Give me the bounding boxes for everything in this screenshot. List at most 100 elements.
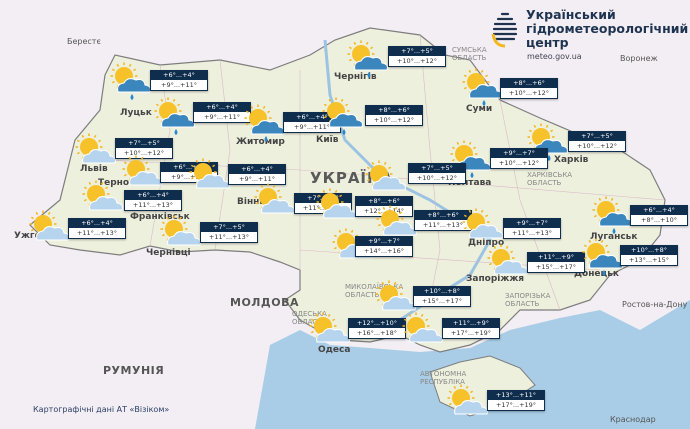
day-temperature: +10°...+12° — [388, 56, 446, 67]
night-temperature: +6°...+4° — [630, 205, 688, 215]
day-temperature: +13°...+15° — [620, 255, 678, 266]
temperature-box: +12°...+10° +16°...+18° — [348, 318, 406, 339]
label-kharkiv-oblast: ХАРКІВСЬКА ОБЛАСТЬ — [527, 171, 573, 187]
city-sumy: Суми — [466, 104, 493, 114]
map-credit: Картографічні дані АТ «Візіком» — [33, 405, 170, 414]
temperature-box: +9°...+7° +11°...+13° — [503, 218, 561, 239]
night-temperature: +6°...+4° — [150, 70, 208, 80]
night-temperature: +11°...+9° — [442, 318, 500, 328]
label-odesa-oblast: ОДЕСЬКА ОБЛАСТЬ — [292, 310, 327, 326]
city-vinnytsia: Вінниця — [237, 197, 279, 207]
night-temperature: +7°...+5° — [200, 222, 258, 232]
night-temperature: +6°...+4° — [124, 190, 182, 200]
label-mykolaiv-oblast: МИКОЛАЇВСЬКА ОБЛАСТЬ — [345, 283, 404, 299]
city-lviv: Львів — [80, 164, 108, 174]
night-temperature: +13°...+11° — [487, 390, 545, 400]
logo-title-line: Український — [526, 7, 616, 22]
night-temperature: +10°...+8° — [413, 286, 471, 296]
night-temperature: +12°...+10° — [348, 318, 406, 328]
azov-sea — [520, 312, 620, 362]
city-ivano-frankivsk: Франківськ — [130, 212, 190, 222]
label-zaporizhzhia-oblast: ЗАПОРІЗЬКА ОБЛАСТЬ — [505, 292, 551, 308]
day-temperature: +10°...+12° — [408, 173, 466, 184]
partly-cloudy-icon — [252, 183, 298, 223]
temperature-box: +9°...+7° +10°...+12° — [490, 148, 548, 169]
temperature-box: +9°...+7° +14°...+16° — [355, 236, 413, 257]
partly-cloudy-rain-icon — [590, 196, 636, 236]
partly-cloudy-rain-icon — [242, 104, 288, 144]
temperature-box: +7°...+5° +10°...+12° — [408, 163, 466, 184]
day-temperature: +16°...+18° — [348, 328, 406, 339]
temperature-box: +10°...+8° +15°...+17° — [413, 286, 471, 307]
day-temperature: +17°...+19° — [487, 400, 545, 411]
night-temperature: +6°...+4° — [193, 102, 251, 112]
label-krasnodar: Краснодар — [610, 415, 656, 424]
night-temperature: +9°...+7° — [355, 236, 413, 246]
partly-cloudy-icon — [187, 158, 233, 198]
day-temperature: +9°...+11° — [150, 80, 208, 91]
city-donetsk: Донецьк — [574, 269, 619, 279]
logo-url[interactable]: meteo.gov.ua — [527, 52, 582, 61]
night-temperature: +6°...+4° — [160, 162, 218, 172]
temperature-box: +7°...+5° +10°...+12° — [388, 46, 446, 67]
day-temperature: +10°...+12° — [490, 158, 548, 169]
day-temperature: +15°...+17° — [413, 296, 471, 307]
night-temperature: +8°...+6° — [365, 105, 423, 115]
city-kyiv: Київ — [316, 135, 339, 145]
temperature-box: +7°...+5° +11°...+13° — [200, 222, 258, 243]
partly-cloudy-icon — [485, 244, 531, 284]
city-zaporizhzhia: Запоріжжя — [466, 274, 525, 284]
city-ternopil: Тернопіль — [98, 178, 151, 188]
night-temperature: +8°...+6° — [355, 196, 413, 206]
logo-title-line: центр — [526, 35, 569, 50]
partly-cloudy-icon — [27, 210, 73, 250]
city-kharkiv: Харків — [554, 155, 589, 165]
temperature-box: +7°...+5° +10°...+12° — [115, 138, 173, 159]
temperature-box: +6°...+4° +11°...+13° — [68, 218, 126, 239]
partly-cloudy-icon — [80, 180, 126, 220]
day-temperature: +10°...+12° — [500, 88, 558, 99]
partly-cloudy-icon — [307, 312, 353, 352]
partly-cloudy-rain-icon — [108, 62, 154, 102]
night-temperature: +6°...+4° — [68, 218, 126, 228]
city-poltava: Полтава — [448, 178, 492, 188]
night-temperature: +10°...+8° — [620, 245, 678, 255]
ukrhydromet-logo-icon — [491, 12, 518, 48]
night-temperature: +8°...+6° — [414, 210, 472, 220]
label-moldova: МОЛДОВА — [230, 296, 299, 309]
day-temperature: +11°...+13° — [503, 228, 561, 239]
partly-cloudy-rain-icon — [320, 97, 366, 137]
partly-cloudy-icon — [445, 384, 491, 424]
night-temperature: +7°...+5° — [115, 138, 173, 148]
logo-title-line: гідрометеорологічний — [526, 21, 689, 36]
temperature-box: +11°...+9° +15°...+17° — [527, 252, 585, 273]
day-temperature: +11°...+13° — [124, 200, 182, 211]
night-temperature: +6°...+4° — [228, 164, 286, 174]
partly-cloudy-icon — [460, 208, 506, 248]
partly-cloudy-icon — [374, 205, 420, 245]
partly-cloudy-rain-icon — [460, 68, 506, 108]
partly-cloudy-icon — [363, 160, 409, 200]
partly-cloudy-icon — [373, 280, 419, 320]
label-crimea: АВТОНОМНА РЕСПУБЛІКА — [420, 370, 467, 386]
day-temperature: +11°...+13° — [68, 228, 126, 239]
temperature-box: +6°...+4° +9°...+11° — [228, 164, 286, 185]
city-chernihiv: Чернігів — [334, 72, 377, 82]
day-temperature: +17°...+19° — [442, 328, 500, 339]
day-temperature: +9°...+11° — [228, 174, 286, 185]
temperature-box: +13°...+11° +17°...+19° — [487, 390, 545, 411]
temperature-box: +11°...+9° +17°...+19° — [442, 318, 500, 339]
city-luhansk: Луганськ — [590, 232, 638, 242]
night-temperature: +9°...+7° — [490, 148, 548, 158]
temperature-box: +10°...+8° +13°...+15° — [620, 245, 678, 266]
label-romania: РУМУНІЯ — [103, 364, 165, 377]
day-temperature: +8°...+10° — [630, 215, 688, 226]
temperature-box: +8°...+6° +10°...+12° — [365, 105, 423, 126]
day-temperature: +11°...+13° — [200, 232, 258, 243]
partly-cloudy-icon — [158, 215, 204, 255]
night-temperature: +6°...+4° — [283, 112, 341, 122]
day-temperature: +10°...+12° — [568, 141, 626, 152]
temperature-box: +8°...+6° +10°...+12° — [500, 78, 558, 99]
night-temperature: +8°...+6° — [500, 78, 558, 88]
temperature-box: +7°...+5° +10°...+12° — [568, 131, 626, 152]
